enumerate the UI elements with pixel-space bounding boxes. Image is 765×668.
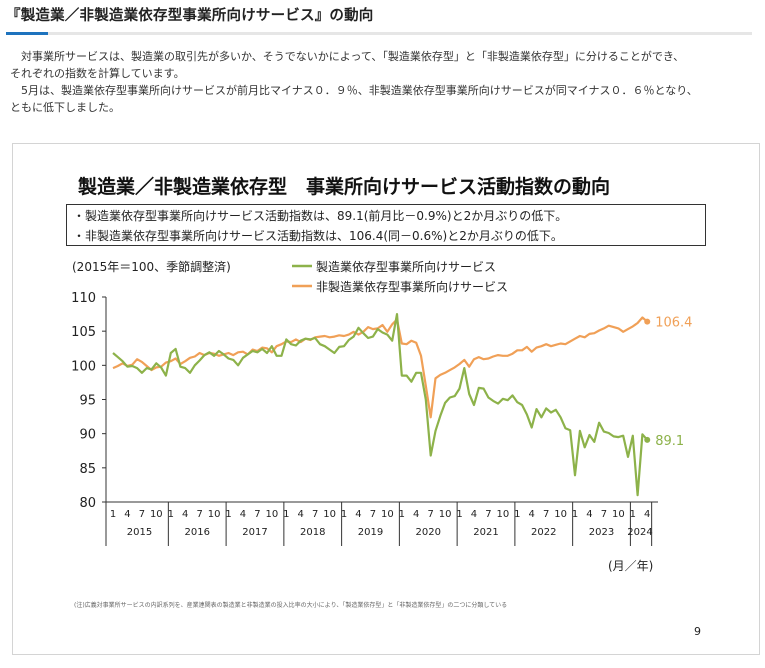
y-tick-label: 105 [71,325,96,340]
intro-line: 5月は、製造業依存型事業所向けサービスが前月比マイナス０．９％、非製造業依存型事… [10,84,698,97]
legend-label: 製造業依存型事業所向けサービス [316,259,496,274]
x-year-label: 2017 [242,527,267,538]
series-end-marker-non-manufacturing [644,318,651,325]
x-month-label: 7 [312,509,318,520]
section-header: 『製造業／非製造業依存型事業所向けサービス』の動向 [6,4,758,35]
x-month-label: 10 [381,509,394,520]
x-month-label: 1 [341,509,347,520]
series-end-marker-manufacturing [644,436,651,443]
chart-summary-box: ・製造業依存型事業所向けサービス活動指数は、89.1(前月比－0.9%)と2か月… [66,204,706,246]
x-month-label: 4 [182,509,188,520]
x-month-label: 4 [355,509,361,520]
x-month-label: 1 [456,509,462,520]
x-month-label: 4 [124,509,130,520]
footnote: (注)広義対事業所サービスの内訳系列を、産業連関表の製造業と非製造業の投入比率の… [74,602,508,609]
intro-text: 対事業所サービスは、製造業の取引先が多いか、そうでないかによって、「製造業依存型… [10,48,760,116]
intro-line: ともに低下しました。 [10,101,120,114]
legend-label: 非製造業依存型事業所向けサービス [316,279,508,294]
summary-line: ・製造業依存型事業所向けサービス活動指数は、89.1(前月比－0.9%)と2か月… [73,209,568,223]
x-month-label: 4 [529,509,535,520]
x-year-label: 2019 [358,527,383,538]
intro-line: それぞれの指数を計算しています。 [10,67,185,80]
x-year-label: 2021 [473,527,498,538]
x-month-label: 10 [612,509,625,520]
x-year-label: 2016 [185,527,210,538]
x-month-label: 4 [471,509,477,520]
x-year-label: 2024 [627,527,652,538]
x-month-label: 7 [196,509,202,520]
x-month-label: 1 [572,509,578,520]
title-underline-accent [6,32,48,35]
x-month-label: 7 [254,509,260,520]
x-month-label: 10 [323,509,336,520]
x-month-label: 1 [630,509,636,520]
x-month-label: 7 [427,509,433,520]
x-year-label: 2022 [531,527,556,538]
y-tick-label: 85 [79,462,96,477]
x-month-label: 1 [399,509,405,520]
series-line-manufacturing [112,313,649,497]
x-month-label: 10 [265,509,278,520]
x-month-label: 4 [298,509,304,520]
x-month-label: 10 [439,509,452,520]
y-tick-label: 95 [79,394,96,409]
y-tick-label: 100 [71,359,96,374]
x-month-label: 10 [150,509,163,520]
x-month-label: 10 [208,509,221,520]
intro-line: 対事業所サービスは、製造業の取引先が多いか、そうでないかによって、「製造業依存型… [10,50,685,63]
chart-title: 製造業／非製造業依存型 事業所向けサービス活動指数の動向 [78,176,611,198]
x-year-label: 2020 [416,527,441,538]
x-year-label: 2015 [127,527,152,538]
x-month-label: 10 [496,509,509,520]
x-month-label: 1 [283,509,289,520]
x-month-label: 7 [485,509,491,520]
chart-card [12,143,760,655]
end-label-manufacturing: 89.1 [655,434,684,449]
x-month-label: 7 [543,509,549,520]
series-line-non-manufacturing [112,316,648,419]
y-tick-label: 110 [71,291,96,306]
page-title: 『製造業／非製造業依存型事業所向けサービス』の動向 [6,8,374,24]
x-month-label: 1 [110,509,116,520]
x-month-label: 4 [586,509,592,520]
x-month-label: 10 [554,509,567,520]
title-underline [6,32,752,35]
x-month-label: 4 [240,509,246,520]
x-month-label: 4 [413,509,419,520]
chart-unit-note: (2015年＝100、季節調整済) [72,259,231,274]
x-year-label: 2018 [300,527,325,538]
x-axis-label: (月／年) [608,559,653,573]
end-label-non-manufacturing: 106.4 [655,316,692,331]
y-tick-label: 80 [79,496,96,511]
page-number: 9 [694,625,701,638]
x-month-label: 1 [225,509,231,520]
x-month-label: 4 [644,509,650,520]
x-month-label: 1 [168,509,174,520]
x-year-label: 2023 [589,527,614,538]
x-month-label: 7 [139,509,145,520]
x-month-label: 7 [370,509,376,520]
x-month-label: 7 [601,509,607,520]
summary-line: ・非製造業依存型事業所向けサービス活動指数は、106.4(同－0.6%)と2か月… [73,229,563,243]
y-tick-label: 90 [79,428,96,443]
x-month-label: 1 [514,509,520,520]
